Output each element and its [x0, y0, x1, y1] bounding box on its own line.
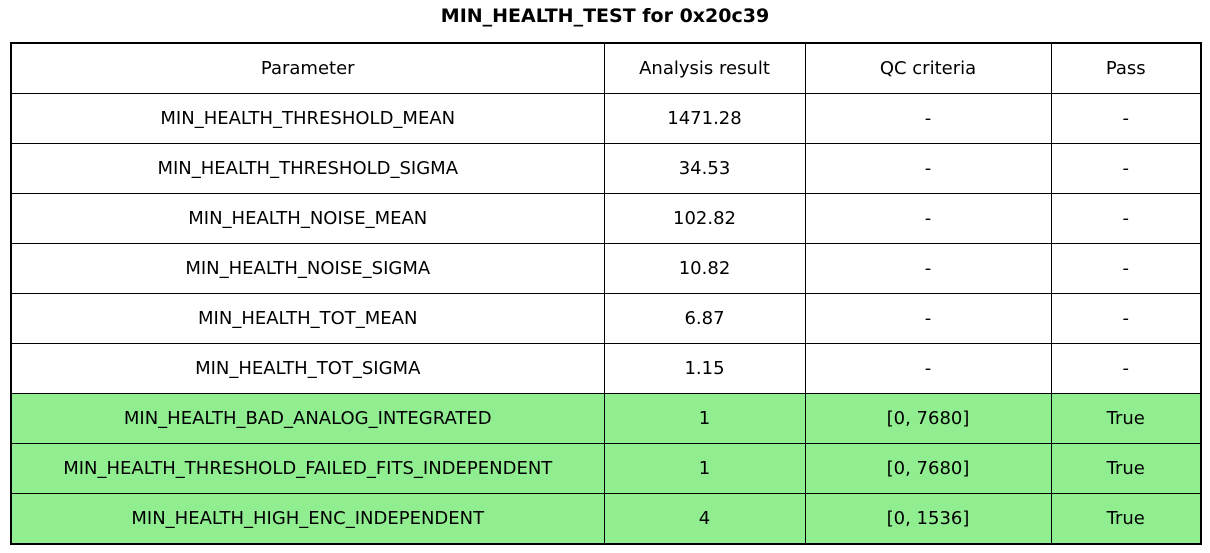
param-cell: MIN_HEALTH_HIGH_ENC_INDEPENDENT	[10, 493, 605, 545]
result-cell: 10.82	[603, 243, 806, 294]
pass-cell: -	[1050, 193, 1202, 244]
table-row: MIN_HEALTH_TOT_SIGMA 1.15 - -	[10, 343, 1202, 394]
pass-cell: True	[1050, 443, 1202, 494]
result-cell: 34.53	[603, 143, 806, 194]
criteria-cell: [0, 7680]	[804, 443, 1052, 494]
criteria-cell: [0, 7680]	[804, 393, 1052, 444]
criteria-cell: -	[804, 143, 1052, 194]
table-row-passed: MIN_HEALTH_THRESHOLD_FAILED_FITS_INDEPEN…	[10, 443, 1202, 494]
param-cell: MIN_HEALTH_TOT_SIGMA	[10, 343, 605, 394]
pass-cell: -	[1050, 243, 1202, 294]
table-row: MIN_HEALTH_TOT_MEAN 6.87 - -	[10, 293, 1202, 344]
criteria-cell: -	[804, 343, 1052, 394]
pass-cell: True	[1050, 493, 1202, 545]
table-row: MIN_HEALTH_NOISE_SIGMA 10.82 - -	[10, 243, 1202, 294]
criteria-cell: -	[804, 243, 1052, 294]
param-cell: MIN_HEALTH_THRESHOLD_MEAN	[10, 93, 605, 144]
pass-cell: -	[1050, 143, 1202, 194]
table-row-passed: MIN_HEALTH_HIGH_ENC_INDEPENDENT 4 [0, 15…	[10, 493, 1202, 545]
pass-cell: -	[1050, 293, 1202, 344]
table-row: MIN_HEALTH_THRESHOLD_SIGMA 34.53 - -	[10, 143, 1202, 194]
criteria-cell: [0, 1536]	[804, 493, 1052, 545]
param-cell: MIN_HEALTH_BAD_ANALOG_INTEGRATED	[10, 393, 605, 444]
pass-cell: -	[1050, 93, 1202, 144]
criteria-cell: -	[804, 293, 1052, 344]
qc-results-table: Parameter Analysis result QC criteria Pa…	[10, 42, 1202, 545]
pass-cell: True	[1050, 393, 1202, 444]
column-header-parameter: Parameter	[10, 42, 605, 94]
pass-cell: -	[1050, 343, 1202, 394]
result-cell: 4	[603, 493, 806, 545]
result-cell: 1	[603, 443, 806, 494]
result-cell: 1.15	[603, 343, 806, 394]
result-cell: 1471.28	[603, 93, 806, 144]
figure-title: MIN_HEALTH_TEST for 0x20c39	[440, 5, 770, 27]
param-cell: MIN_HEALTH_THRESHOLD_SIGMA	[10, 143, 605, 194]
param-cell: MIN_HEALTH_TOT_MEAN	[10, 293, 605, 344]
criteria-cell: -	[804, 93, 1052, 144]
result-cell: 1	[603, 393, 806, 444]
param-cell: MIN_HEALTH_NOISE_SIGMA	[10, 243, 605, 294]
column-header-analysis-result: Analysis result	[603, 42, 806, 94]
result-cell: 6.87	[603, 293, 806, 344]
table-row: MIN_HEALTH_THRESHOLD_MEAN 1471.28 - -	[10, 93, 1202, 144]
criteria-cell: -	[804, 193, 1052, 244]
table-row: MIN_HEALTH_NOISE_MEAN 102.82 - -	[10, 193, 1202, 244]
param-cell: MIN_HEALTH_THRESHOLD_FAILED_FITS_INDEPEN…	[10, 443, 605, 494]
table-header-row: Parameter Analysis result QC criteria Pa…	[10, 42, 1202, 94]
column-header-qc-criteria: QC criteria	[804, 42, 1052, 94]
table-row-passed: MIN_HEALTH_BAD_ANALOG_INTEGRATED 1 [0, 7…	[10, 393, 1202, 444]
result-cell: 102.82	[603, 193, 806, 244]
param-cell: MIN_HEALTH_NOISE_MEAN	[10, 193, 605, 244]
column-header-pass: Pass	[1050, 42, 1202, 94]
